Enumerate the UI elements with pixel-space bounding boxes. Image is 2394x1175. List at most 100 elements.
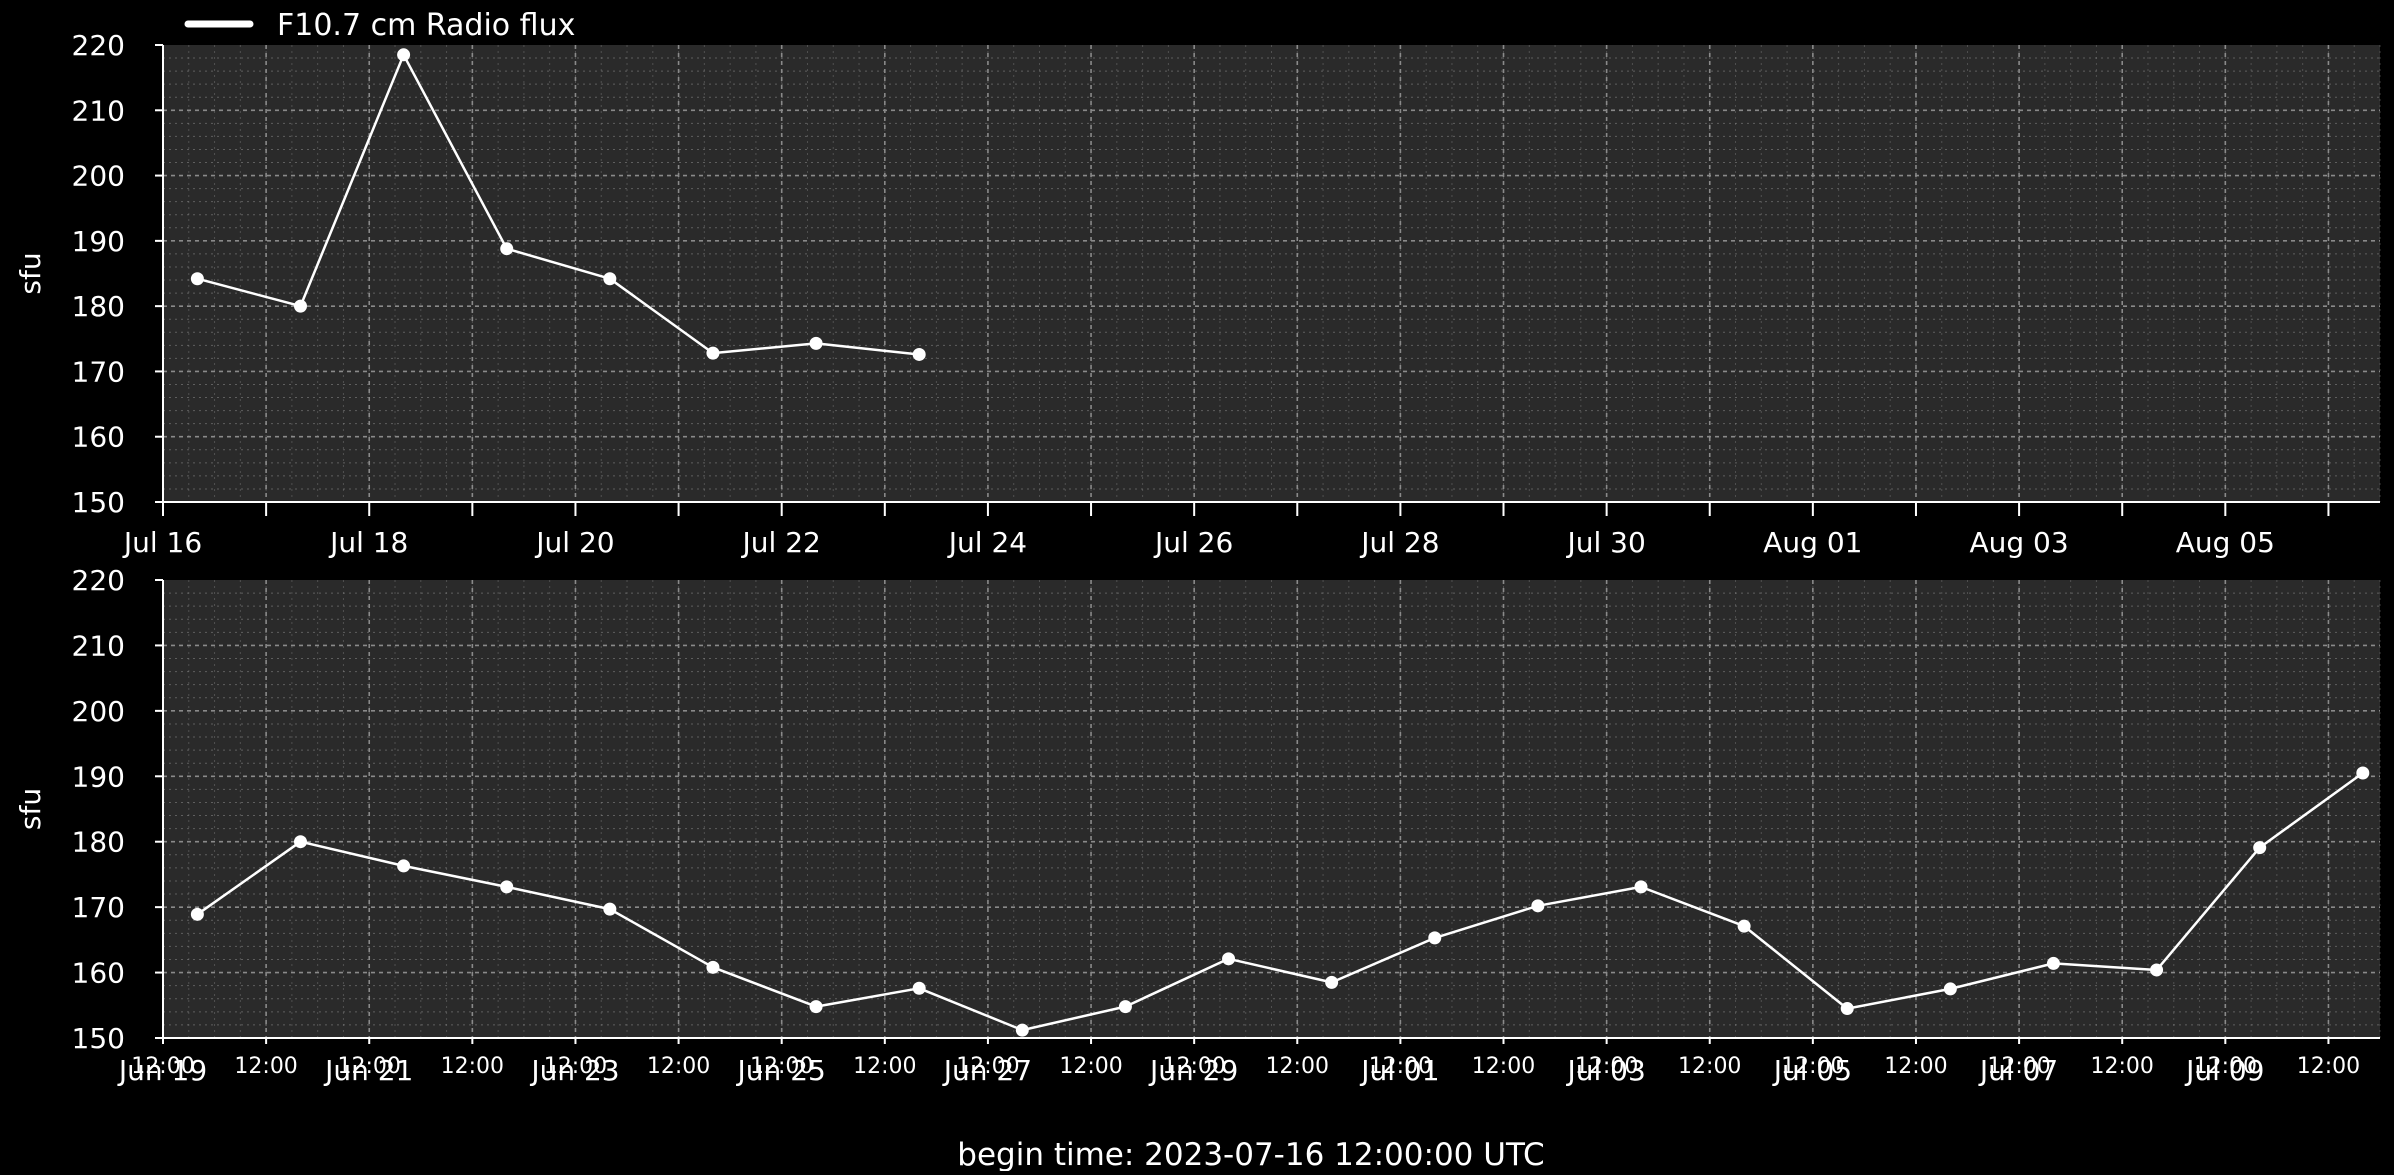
x-tick-label: Jul 30: [1565, 526, 1645, 559]
x-tick-time-label: 12:00: [2297, 1054, 2360, 1079]
x-tick-date-label: Jul 01: [1359, 1054, 1439, 1087]
y-tick-label: 170: [72, 891, 125, 924]
data-point: [1118, 1000, 1132, 1014]
data-point: [1428, 931, 1442, 945]
legend: F10.7 cm Radio flux: [184, 8, 575, 43]
y-tick-label: 150: [72, 1022, 125, 1055]
plot-area: [163, 45, 2380, 502]
data-point: [190, 907, 204, 921]
x-tick-time-label: 12:00: [131, 1054, 194, 1079]
chart-panel-top: 150 160 170 180 190 200 210 220 sfu Jul 16 Jul 18 J…: [14, 29, 2381, 559]
y-tick-label: 180: [72, 290, 125, 323]
x-tick-time-label: 12:00: [1884, 1054, 1947, 1079]
x-tick-time-label: 12:00: [750, 1054, 813, 1079]
data-point: [603, 272, 617, 286]
y-tick-label: 200: [72, 160, 125, 193]
y-tick-label: 160: [72, 957, 125, 990]
y-tick-label: 210: [72, 94, 125, 127]
x-tick-time-label: 12:00: [956, 1054, 1019, 1079]
begin-time-label: begin time: 2023-07-16 12:00:00 UTC: [957, 1137, 1544, 1171]
x-tick-time-label: 12:00: [1678, 1054, 1741, 1079]
x-tick-label: Aug 01: [1763, 526, 1862, 559]
legend-label: F10.7 cm Radio flux: [277, 8, 575, 43]
data-point: [397, 48, 411, 62]
data-point: [706, 960, 720, 974]
x-tick-time-label: 12:00: [1987, 1054, 2050, 1079]
x-tick-time-label: 12:00: [1266, 1054, 1329, 1079]
data-point: [500, 242, 514, 256]
y-axis-title: sfu: [14, 252, 47, 294]
data-point: [1737, 919, 1751, 933]
x-tick-time-label: 12:00: [1162, 1054, 1225, 1079]
x-tick-label: Aug 05: [2176, 526, 2275, 559]
x-tick-label: Jul 24: [947, 526, 1027, 559]
y-tick-label: 200: [72, 695, 125, 728]
data-point: [1840, 1002, 1854, 1016]
y-tick-label: 170: [72, 355, 125, 388]
data-point: [1634, 880, 1648, 894]
x-tick-time-label: 12:00: [1781, 1054, 1844, 1079]
y-tick-label: 220: [72, 564, 125, 597]
x-tick-time-label: 12:00: [441, 1054, 504, 1079]
x-tick-time-label: 12:00: [544, 1054, 607, 1079]
data-point: [2253, 841, 2267, 855]
data-point: [603, 902, 617, 916]
y-axis-title: sfu: [14, 788, 47, 830]
data-point: [190, 272, 204, 286]
data-point: [912, 981, 926, 995]
y-tick-label: 210: [72, 629, 125, 662]
y-tick-label: 190: [72, 225, 125, 258]
x-tick-date-label: Jun 27: [942, 1054, 1032, 1087]
x-tick-label: Jul 18: [328, 526, 408, 559]
x-tick-time-label: 12:00: [853, 1054, 916, 1079]
x-tick-label: Jul 22: [741, 526, 821, 559]
data-point: [2356, 766, 2370, 780]
data-point: [2046, 956, 2060, 970]
y-tick-label: 180: [72, 826, 125, 859]
data-point: [1531, 899, 1545, 913]
x-tick-date-label: Jun 23: [529, 1054, 619, 1087]
data-point: [2150, 963, 2164, 977]
x-tick-time-label: 12:00: [338, 1054, 401, 1079]
x-tick-label: Jul 16: [122, 526, 202, 559]
data-point: [397, 859, 411, 873]
data-point: [500, 880, 514, 894]
x-tick-date-label: Jun 25: [736, 1054, 826, 1087]
data-point: [293, 835, 307, 849]
x-tick-date-label: Jun 19: [117, 1054, 207, 1087]
x-tick-date-label: Jul 09: [2184, 1054, 2264, 1087]
x-tick-date-label: Jun 29: [1148, 1054, 1238, 1087]
y-tick-label: 190: [72, 760, 125, 793]
x-tick-time-label: 12:00: [1059, 1054, 1122, 1079]
x-tick-time-label: 12:00: [1369, 1054, 1432, 1079]
x-tick-time-label: 12:00: [1472, 1054, 1535, 1079]
data-point: [1943, 982, 1957, 996]
y-tick-label: 150: [72, 486, 125, 519]
x-tick-label: Jul 20: [534, 526, 614, 559]
x-tick-date-label: Jul 05: [1772, 1054, 1852, 1087]
x-tick-date-label: Jun 21: [323, 1054, 413, 1087]
series-line: [197, 53, 920, 356]
x-tick-date-label: Jul 03: [1565, 1054, 1645, 1087]
x-tick-time-label: 12:00: [647, 1054, 710, 1079]
data-point: [1015, 1023, 1029, 1037]
data-point: [1222, 952, 1236, 966]
data-point: [293, 299, 307, 313]
x-tick-label: Jul 28: [1359, 526, 1439, 559]
data-point: [809, 1000, 823, 1014]
y-tick-label: 160: [72, 421, 125, 454]
x-tick-label: Aug 03: [1969, 526, 2068, 559]
series-line: [196, 771, 2364, 1032]
x-tick-time-label: 12:00: [234, 1054, 297, 1079]
data-point: [706, 346, 720, 360]
data-point: [912, 347, 926, 361]
x-tick-time-label: 12:00: [1575, 1054, 1638, 1079]
x-tick-time-label: 12:00: [2194, 1054, 2257, 1079]
data-point: [809, 336, 823, 350]
x-tick-label: Jul 26: [1153, 526, 1233, 559]
data-point: [1325, 975, 1339, 989]
x-tick-time-label: 12:00: [2091, 1054, 2154, 1079]
